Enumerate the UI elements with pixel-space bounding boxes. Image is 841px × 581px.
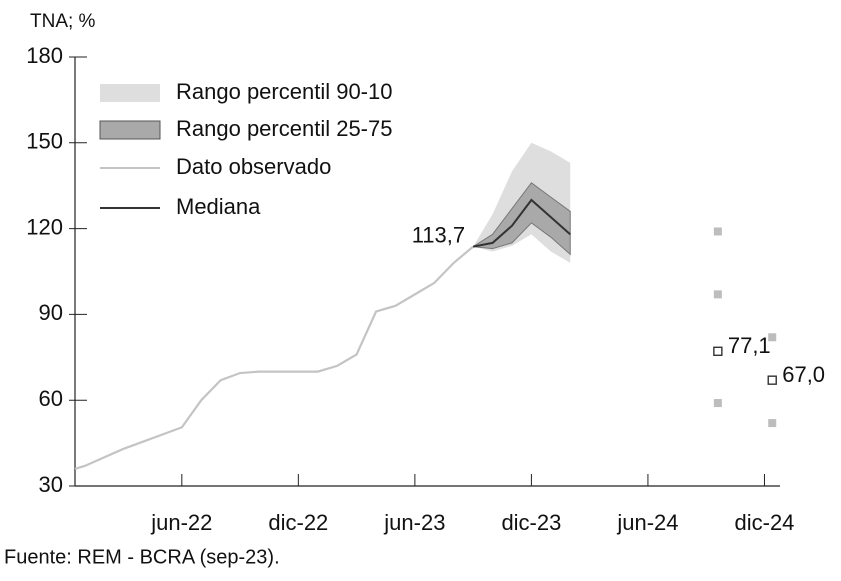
point — [768, 419, 777, 428]
point — [713, 399, 722, 408]
y-tick-label: 60 — [39, 386, 63, 411]
x-tick-label: jun-24 — [616, 510, 678, 535]
legend-label: Dato observado — [176, 154, 331, 179]
point — [768, 333, 777, 342]
y-tick-label: 90 — [39, 300, 63, 325]
legend-label: Mediana — [176, 194, 261, 219]
data-label: 77,1 — [728, 333, 771, 358]
legend-swatch — [99, 120, 161, 140]
axis-unit: TNA; % — [30, 11, 96, 32]
x-tick-label: dic-24 — [735, 510, 795, 535]
legend-label: Rango percentil 25-75 — [176, 116, 392, 141]
line — [472, 198, 571, 248]
point — [713, 227, 722, 236]
band — [471, 182, 571, 256]
x-tick-label: jun-22 — [150, 510, 212, 535]
y-tick-label: 30 — [39, 472, 63, 497]
x-tick-label: dic-22 — [268, 510, 328, 535]
line — [74, 245, 474, 470]
y-tick-label: 180 — [26, 43, 63, 68]
median-point — [713, 346, 723, 356]
y-tick-label: 150 — [26, 129, 63, 154]
x-tick-label: jun-23 — [383, 510, 445, 535]
source: Fuente: REM - BCRA (sep-23). — [4, 546, 280, 568]
legend-label: Rango percentil 90-10 — [176, 79, 392, 104]
legend-swatch — [100, 84, 160, 102]
median-point — [767, 375, 777, 385]
annotation: 113,7 — [412, 222, 465, 247]
x-tick-label: dic-23 — [501, 510, 561, 535]
point — [713, 290, 722, 299]
y-tick-label: 120 — [26, 214, 63, 239]
data-label: 67,0 — [782, 362, 825, 387]
